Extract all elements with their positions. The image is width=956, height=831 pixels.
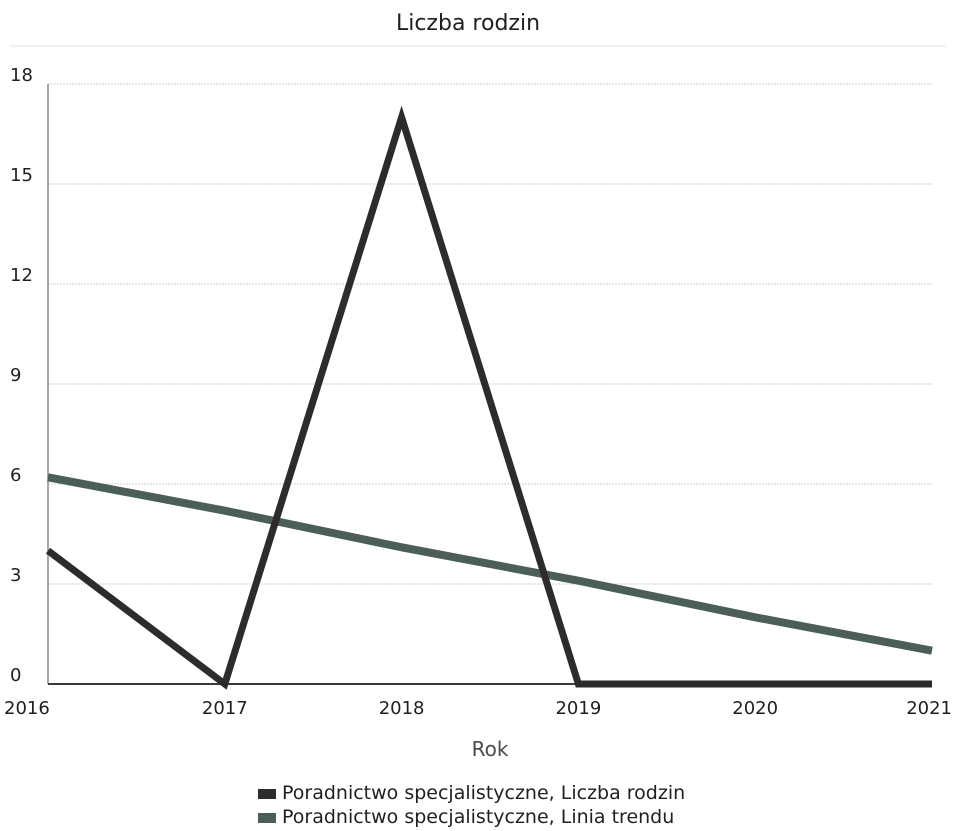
y-tick-label: 9 bbox=[10, 365, 21, 386]
x-tick-label: 2019 bbox=[555, 698, 601, 719]
y-tick-label: 15 bbox=[10, 165, 33, 186]
x-tick-label: 2021 bbox=[906, 698, 952, 719]
series-lines bbox=[45, 105, 933, 690]
x-tick-label: 2020 bbox=[732, 698, 778, 719]
chart-title: Liczba rodzin bbox=[396, 11, 540, 36]
y-tick-label: 12 bbox=[10, 265, 33, 286]
y-tick-label: 18 bbox=[10, 65, 33, 86]
legend-swatch bbox=[258, 813, 276, 823]
legend-label: Poradnictwo specjalistyczne, Liczba rodz… bbox=[282, 782, 685, 804]
x-tick-label: 2018 bbox=[379, 698, 425, 719]
grid-lines bbox=[48, 83, 932, 585]
series-line-linia-trendu bbox=[47, 473, 933, 655]
y-tick-label: 6 bbox=[10, 465, 21, 486]
x-tick-label: 2016 bbox=[4, 698, 50, 719]
x-axis-title: Rok bbox=[472, 737, 509, 761]
legend-label: Poradnictwo specjalistyczne, Linia trend… bbox=[282, 806, 674, 828]
tick-labels: 0 3 6 9 12 15 18 2016 2017 2018 2019 2020 2021 bbox=[4, 65, 952, 719]
y-tick-label: 0 bbox=[10, 665, 21, 686]
legend-swatch bbox=[258, 789, 276, 799]
series-line-liczba-rodzin bbox=[45, 105, 932, 690]
x-tick-label: 2017 bbox=[202, 698, 248, 719]
legend: Poradnictwo specjalistyczne, Liczba rodz… bbox=[258, 782, 685, 828]
y-tick-label: 3 bbox=[10, 565, 21, 586]
